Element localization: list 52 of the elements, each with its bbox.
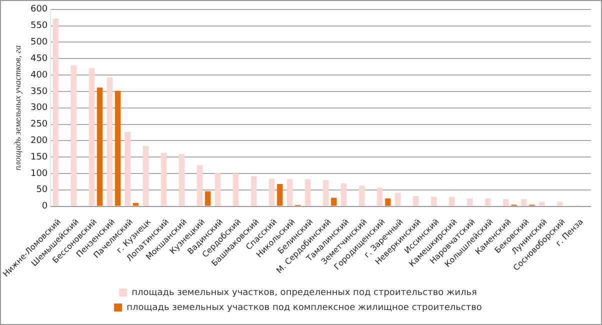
y-tick-label: 350: [30, 86, 48, 97]
bar: [467, 198, 473, 206]
y-tick-label: 550: [30, 21, 48, 32]
bar: [160, 152, 167, 206]
y-tick-label: 600: [30, 4, 48, 15]
y-tick-label: 500: [30, 38, 48, 48]
bar: [250, 176, 257, 206]
y-tick-label: 300: [30, 103, 48, 114]
bar: [539, 202, 545, 206]
bar: [124, 132, 130, 206]
y-axis-title: площадь земельных участков, га: [12, 44, 22, 170]
bar: [340, 183, 347, 206]
y-tick-label: 50: [36, 185, 48, 196]
bar: [106, 78, 112, 206]
bar: [52, 18, 58, 206]
y-tick-label: 450: [30, 54, 48, 64]
bar: [204, 191, 211, 206]
bar: [449, 196, 455, 206]
bar: [268, 178, 275, 206]
legend-label: площадь земельных участков, определенных под строительство жилья: [132, 288, 477, 298]
bar: [431, 196, 437, 206]
bar: [114, 90, 121, 206]
bar: [358, 186, 365, 206]
bar: [304, 179, 311, 206]
y-tick-label: 200: [30, 136, 48, 146]
bar: [322, 180, 329, 206]
bar: [485, 198, 491, 206]
bar: [557, 202, 563, 206]
y-tick-label: 250: [30, 120, 48, 130]
bar: [214, 173, 221, 206]
bar: [178, 154, 185, 206]
y-tick-label: 100: [30, 168, 48, 179]
bar: [232, 173, 239, 206]
bar: [132, 203, 139, 206]
y-tick-label: 400: [30, 70, 48, 80]
bar: [286, 179, 293, 206]
y-tick-label: 150: [30, 152, 48, 162]
y-tick-label: 0: [42, 202, 48, 212]
bar: [521, 199, 527, 206]
bar: [503, 199, 509, 206]
bar: [277, 184, 283, 206]
bar: [142, 146, 149, 206]
legend-label: площадь земельных участков под комплексное жилищное строительство: [126, 302, 482, 313]
bar: [376, 188, 383, 206]
bar: [88, 68, 94, 206]
bar: [413, 196, 419, 206]
bar: [385, 198, 391, 206]
bar: [331, 198, 337, 206]
bar: [96, 88, 103, 206]
bar: [70, 65, 76, 206]
bar: [196, 165, 203, 206]
bar: [394, 192, 401, 206]
